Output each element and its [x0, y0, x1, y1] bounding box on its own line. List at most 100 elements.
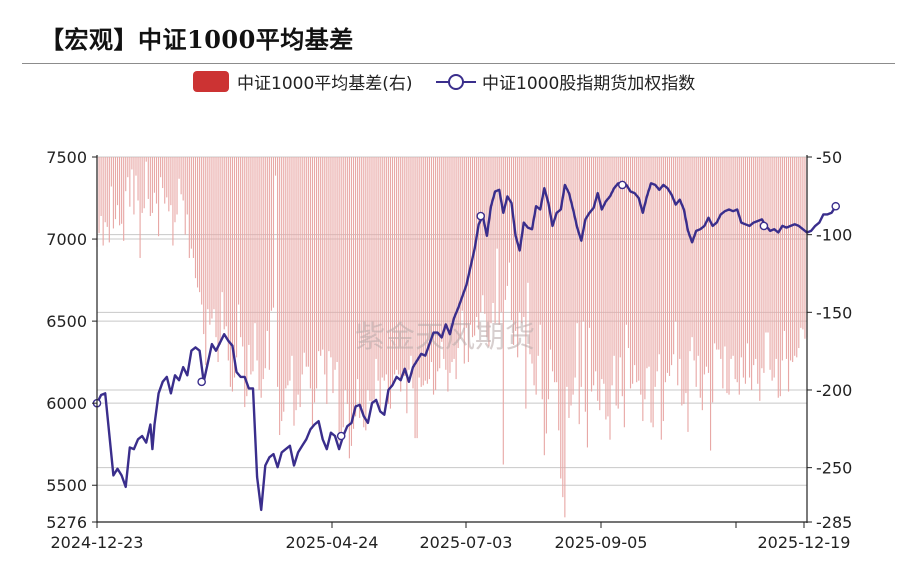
legend-item-index[interactable]: 中证1000股指期货加权指数: [436, 69, 695, 94]
basis-bar: [488, 157, 490, 347]
basis-bar: [484, 157, 486, 314]
index-marker: [197, 377, 206, 387]
basis-bar: [318, 157, 320, 352]
basis-bar: [119, 157, 121, 226]
basis-bar: [556, 157, 558, 383]
index-marker: [336, 431, 346, 441]
axes: [96, 155, 808, 523]
basis-bar: [412, 157, 414, 389]
basis-bar: [283, 157, 285, 412]
basis-bar: [609, 157, 611, 440]
basis-bar: [252, 157, 254, 372]
basis-bar: [716, 157, 718, 350]
basis-bar: [467, 157, 469, 363]
legend-label-index: 中证1000股指期货加权指数: [482, 74, 696, 94]
basis-bar: [453, 157, 455, 359]
basis-bar: [794, 157, 796, 356]
basis-bar: [720, 157, 722, 359]
legend-item-basis[interactable]: 中证1000平均基差(右): [193, 69, 413, 94]
basis-bar: [176, 157, 178, 215]
basis-bar: [437, 157, 439, 372]
basis-bar: [340, 157, 342, 437]
basis-bar: [712, 157, 714, 403]
right-tick-label: -285: [816, 513, 852, 532]
basis-bar: [757, 157, 759, 384]
basis-bar: [416, 157, 418, 439]
basis-bar: [597, 157, 599, 401]
basis-bar: [145, 157, 147, 162]
basis-bar: [650, 157, 652, 423]
basis-bar: [588, 157, 591, 328]
basis-bar: [738, 157, 740, 395]
legend-label-basis: 中证1000平均基差(右): [237, 74, 413, 94]
right-tick-label: -150: [816, 303, 852, 322]
basis-bar: [106, 157, 108, 227]
basis-bar: [584, 157, 586, 412]
index-marker: [476, 211, 486, 221]
basis-bar: [141, 157, 143, 213]
basis-bar: [270, 157, 272, 311]
basis-bar: [543, 157, 545, 456]
basis-bar: [568, 157, 570, 418]
basis-bar: [523, 157, 525, 317]
basis-bar: [301, 157, 303, 375]
basis-bar: [551, 157, 554, 372]
basis-bar: [714, 157, 716, 344]
basis-bar: [238, 157, 240, 305]
basis-bar: [125, 157, 127, 192]
basis-bar: [404, 157, 406, 376]
x-tick-label: 2025-04-24: [286, 533, 379, 552]
chart-title: 【宏观】中证1000平均基差: [40, 25, 354, 54]
basis-bar: [763, 157, 765, 373]
basis-bar: [291, 157, 293, 356]
basis-bar: [246, 157, 248, 397]
basis-bar: [517, 157, 519, 358]
basis-bar: [445, 157, 447, 370]
basis-bar: [240, 157, 242, 338]
basis-bar: [746, 157, 749, 344]
basis-bar: [418, 157, 420, 378]
index-marker: [618, 180, 627, 190]
basis-bar: [482, 157, 484, 296]
basis-bar: [447, 157, 449, 392]
left-tick-label: 5500: [46, 476, 87, 495]
basis-bar: [671, 157, 673, 366]
basis-bar: [281, 157, 283, 422]
basis-bar: [258, 157, 260, 390]
basis-bar: [400, 157, 402, 392]
basis-bar: [274, 157, 277, 176]
basis-bar: [599, 157, 601, 411]
basis-bar: [221, 157, 223, 293]
left-axis-ticks: 5276 5500 6000 6500 7000 7500: [46, 148, 97, 532]
basis-bar: [545, 157, 547, 434]
basis-bar: [348, 157, 350, 459]
basis-bar: [201, 157, 203, 305]
basis-bar: [373, 157, 375, 400]
basis-bar: [180, 157, 182, 195]
basis-bar: [603, 157, 605, 384]
basis-bar: [519, 157, 521, 313]
basis-bar: [244, 157, 246, 408]
right-tick-label: -100: [816, 226, 852, 245]
basis-bar: [194, 157, 197, 279]
basis-bar: [533, 157, 535, 386]
basis-bar: [121, 157, 123, 224]
basis-bar: [703, 157, 705, 375]
basis-bar: [303, 157, 305, 353]
basis-bar: [744, 157, 747, 384]
basis-bar: [164, 157, 166, 204]
basis-bar: [689, 157, 691, 352]
basis-bar: [186, 157, 188, 215]
basis-bar: [574, 157, 576, 378]
basis-bar: [352, 157, 355, 429]
basis-bar: [673, 157, 675, 355]
basis-bar: [662, 157, 664, 422]
basis-bar: [162, 157, 164, 189]
basis-bar: [792, 157, 794, 363]
basis-bar: [629, 157, 632, 389]
basis-bar: [127, 157, 129, 178]
basis-bar: [623, 157, 625, 428]
basis-bar: [537, 157, 539, 356]
basis-bar: [564, 157, 566, 518]
basis-bar: [211, 157, 213, 319]
